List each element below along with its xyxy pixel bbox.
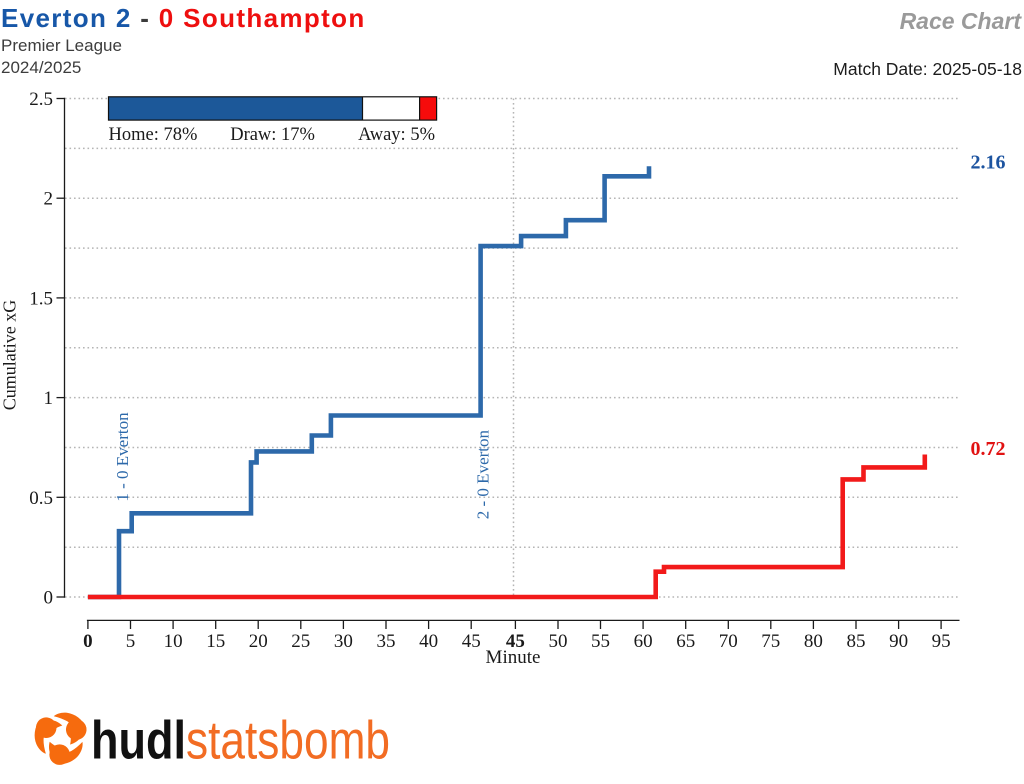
svg-text:2.16: 2.16	[971, 152, 1006, 174]
svg-text:Home: 78%: Home: 78%	[109, 125, 198, 145]
svg-text:hudl: hudl	[91, 711, 186, 771]
svg-text:75: 75	[761, 631, 780, 652]
svg-text:1 - 0 Everton: 1 - 0 Everton	[113, 412, 132, 502]
svg-text:40: 40	[419, 631, 438, 652]
svg-text:Draw: 17%: Draw: 17%	[230, 125, 315, 145]
svg-text:0: 0	[83, 631, 93, 652]
svg-text:0.72: 0.72	[971, 438, 1006, 460]
svg-text:2.5: 2.5	[29, 89, 53, 110]
svg-text:1: 1	[44, 388, 54, 409]
svg-text:95: 95	[932, 631, 951, 652]
svg-text:35: 35	[377, 631, 396, 652]
svg-text:10: 10	[164, 631, 183, 652]
svg-text:30: 30	[334, 631, 353, 652]
svg-text:2: 2	[44, 189, 54, 210]
svg-text:65: 65	[676, 631, 695, 652]
svg-text:45: 45	[462, 631, 481, 652]
svg-text:Cumulative xG: Cumulative xG	[0, 300, 20, 411]
svg-text:Away: 5%: Away: 5%	[358, 125, 435, 145]
svg-text:50: 50	[549, 631, 568, 652]
svg-text:2 - 0 Everton: 2 - 0 Everton	[474, 429, 493, 519]
svg-text:15: 15	[206, 631, 225, 652]
svg-text:5: 5	[126, 631, 136, 652]
svg-text:0: 0	[44, 588, 54, 609]
svg-text:60: 60	[634, 631, 653, 652]
svg-text:0.5: 0.5	[29, 488, 53, 509]
svg-text:90: 90	[889, 631, 908, 652]
svg-text:statsbomb: statsbomb	[186, 711, 390, 771]
svg-text:20: 20	[249, 631, 268, 652]
svg-text:25: 25	[291, 631, 310, 652]
svg-text:1.5: 1.5	[29, 288, 53, 309]
svg-text:45: 45	[506, 631, 525, 652]
svg-text:55: 55	[591, 631, 610, 652]
svg-text:85: 85	[847, 631, 866, 652]
svg-text:70: 70	[719, 631, 738, 652]
svg-text:Minute: Minute	[486, 647, 541, 668]
svg-text:80: 80	[804, 631, 823, 652]
